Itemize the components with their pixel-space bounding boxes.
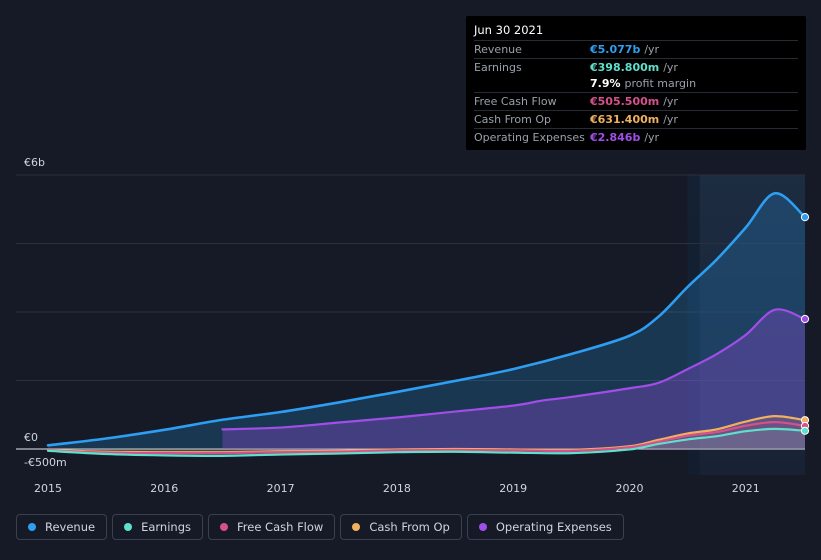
y-tick-label: -€500m xyxy=(24,456,67,469)
tooltip-label: Earnings xyxy=(474,60,522,74)
area-free-cash-flow xyxy=(48,422,805,454)
legend-dot-icon xyxy=(28,523,36,531)
y-tick-label: €6b xyxy=(24,156,45,169)
tooltip-label: Revenue xyxy=(474,42,522,56)
x-tick-label: 2020 xyxy=(616,482,644,495)
legend-item-earnings[interactable]: Earnings xyxy=(112,514,203,540)
tooltip-value: €505.500m xyxy=(590,95,660,109)
legend-dot-icon xyxy=(220,523,228,531)
tooltip-row-cash-from-op: Cash From Op €631.400m /yr xyxy=(474,110,798,128)
tooltip-label: Operating Expenses xyxy=(474,130,585,144)
area-revenue xyxy=(48,193,805,449)
legend-dot-icon xyxy=(124,523,133,531)
legend-label: Revenue xyxy=(45,520,96,534)
legend-dot-icon xyxy=(478,523,487,531)
line-free-cash-flow xyxy=(46,420,807,455)
tooltip: Jun 30 2021 Revenue €5.077b /yr Earnings… xyxy=(466,16,806,150)
x-tick-label: 2016 xyxy=(150,482,178,495)
legend-label: Free Cash Flow xyxy=(237,520,324,534)
tooltip-unit: /yr xyxy=(663,113,678,127)
legend-item-revenue[interactable]: Revenue xyxy=(16,514,108,540)
legend-item-operating-expenses[interactable]: Operating Expenses xyxy=(466,514,624,540)
highlight-edge xyxy=(687,175,700,475)
tooltip-unit: /yr xyxy=(644,42,660,56)
legend-item-cash-from-op[interactable]: Cash From Op xyxy=(340,514,462,540)
tooltip-label: Cash From Op xyxy=(474,113,552,127)
tooltip-row-earnings: Earnings €398.800m /yr xyxy=(474,57,798,76)
tooltip-value: €2.846b xyxy=(590,130,641,144)
tooltip-value: €398.800m xyxy=(590,60,660,74)
tooltip-row-profit-margin: 7.9% profit margin xyxy=(474,76,798,93)
tooltip-row-operating-expenses: Operating Expenses €2.846b /yr xyxy=(474,127,798,146)
tooltip-unit: /yr xyxy=(663,95,678,109)
point-revenue xyxy=(800,213,810,222)
x-tick-label: 2021 xyxy=(732,482,760,495)
x-tick-label: 2018 xyxy=(383,482,411,495)
x-tick-label: 2015 xyxy=(34,482,62,495)
area-operating-expenses xyxy=(222,309,805,449)
legend-dot-icon xyxy=(352,523,361,531)
area-cash-from-op xyxy=(48,416,805,453)
tooltip-value: €631.400m xyxy=(590,113,660,127)
legend-item-free-cash-flow[interactable]: Free Cash Flow xyxy=(208,514,336,540)
tooltip-date: Jun 30 2021 xyxy=(474,23,544,37)
tooltip-value: 7.9% xyxy=(590,77,621,91)
line-revenue xyxy=(46,191,807,447)
point-earnings xyxy=(800,426,810,435)
legend-label: Cash From Op xyxy=(369,520,450,534)
tooltip-row-revenue: Revenue €5.077b /yr xyxy=(474,40,798,58)
tooltip-label: Free Cash Flow xyxy=(474,95,557,109)
tooltip-unit: /yr xyxy=(663,60,678,74)
line-earnings xyxy=(46,427,807,457)
tooltip-unit: profit margin xyxy=(624,77,697,91)
legend: Revenue Earnings Free Cash Flow Cash Fro… xyxy=(16,514,624,542)
tooltip-row-free-cash-flow: Free Cash Flow €505.500m /yr xyxy=(474,92,798,110)
tooltip-unit: /yr xyxy=(644,130,660,144)
x-tick-label: 2019 xyxy=(499,482,527,495)
point-operating-expenses xyxy=(800,314,810,324)
tooltip-value: €5.077b xyxy=(590,42,641,56)
x-tick-label: 2017 xyxy=(267,482,295,495)
legend-label: Operating Expenses xyxy=(495,520,612,534)
y-tick-label: €0 xyxy=(24,431,38,444)
legend-label: Earnings xyxy=(141,520,191,534)
line-operating-expenses xyxy=(221,308,807,431)
